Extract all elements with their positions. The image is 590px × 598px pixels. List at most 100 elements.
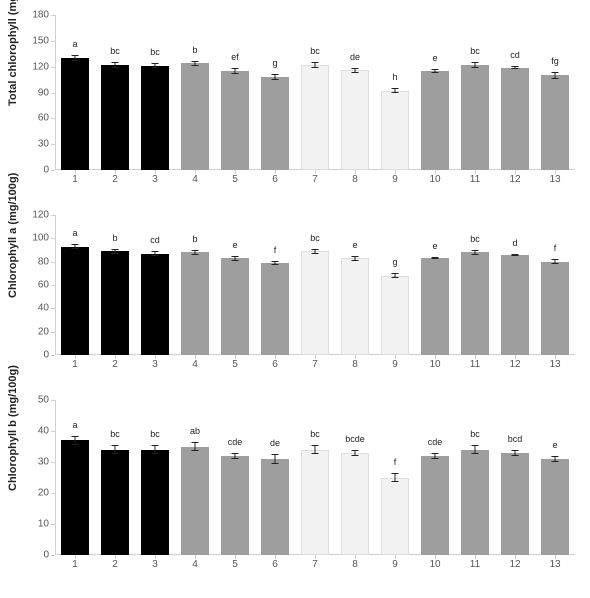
ytick: 120 [19,210,49,221]
xtick: 13 [549,174,560,185]
xtick: 6 [272,174,278,185]
bar: bc [461,450,488,555]
bar: e [421,71,448,170]
xtick: 10 [429,559,440,570]
ytick: 180 [19,10,49,21]
error-bar [474,62,475,67]
error-bar [154,445,155,454]
xtick-mark [355,355,356,359]
ytick: 100 [19,233,49,244]
bar: e [341,258,368,355]
xtick: 4 [192,174,198,185]
xtick: 3 [152,174,158,185]
bar: b [101,251,128,355]
error-bar [194,442,195,451]
bar: d [501,255,528,355]
error-bar [554,72,555,79]
ytick-mark [51,118,55,119]
bar: cde [221,456,248,555]
bar: a [61,247,88,356]
significance-label: a [72,420,77,430]
error-bar [234,68,235,73]
bar: cd [141,254,168,356]
ytick: 60 [19,280,49,291]
bar: a [61,58,88,170]
bar: fg [541,75,568,170]
xtick: 13 [549,559,560,570]
ytick-mark [51,355,55,356]
error-bar [274,454,275,463]
significance-label: h [392,72,397,82]
xtick-mark [75,170,76,174]
xtick: 10 [429,359,440,370]
bar: e [421,258,448,355]
xtick-mark [115,355,116,359]
significance-label: bcde [345,434,365,444]
ytick-mark [51,493,55,494]
xtick: 2 [112,359,118,370]
xtick: 1 [72,174,78,185]
error-bar [114,249,115,254]
bar: f [541,262,568,355]
ytick-mark [51,431,55,432]
ytick: 40 [19,426,49,437]
significance-label: de [270,438,280,448]
xtick-mark [355,170,356,174]
xtick-mark [555,170,556,174]
ytick: 40 [19,303,49,314]
error-bar [234,256,235,261]
ytick: 0 [19,350,49,361]
ytick: 90 [19,87,49,98]
xtick-mark [315,355,316,359]
ytick: 50 [19,395,49,406]
bar: bc [461,65,488,170]
error-bar [194,61,195,66]
xtick-mark [75,555,76,559]
ytick-mark [51,524,55,525]
error-bar [274,74,275,79]
xtick-mark [155,355,156,359]
error-bar [234,453,235,459]
xtick-mark [235,355,236,359]
xtick: 11 [470,174,480,185]
ytick: 0 [19,165,49,176]
ytick: 20 [19,326,49,337]
error-bar [514,450,515,456]
error-bar [394,273,395,278]
ytick-mark [51,308,55,309]
bar: bcd [501,453,528,555]
bar: e [221,258,248,355]
y-axis [55,15,56,170]
ylabel-chl_b: Chlorophyll b (mg/100g) [7,477,19,491]
significance-label: e [232,240,237,250]
bar: bc [301,251,328,355]
significance-label: e [432,53,437,63]
xtick: 5 [232,359,238,370]
xtick-mark [275,170,276,174]
significance-label: ab [190,426,200,436]
bar: b [181,252,208,355]
xtick-mark [115,170,116,174]
xtick: 1 [72,559,78,570]
error-bar [74,244,75,249]
ytick-mark [51,462,55,463]
error-bar [354,450,355,456]
xtick-mark [75,355,76,359]
error-bar [394,473,395,482]
xtick-mark [315,555,316,559]
significance-label: bc [150,429,160,439]
xtick-mark [235,170,236,174]
significance-label: b [112,233,117,243]
xtick: 9 [392,359,398,370]
error-bar [434,453,435,459]
ytick: 60 [19,113,49,124]
significance-label: de [350,52,360,62]
ytick: 10 [19,519,49,530]
significance-label: e [552,440,557,450]
plot-chl_a: 0204060801001201a2b3cd4b5e6f7bc8e9g10e11… [55,215,575,355]
ytick-mark [51,170,55,171]
error-bar [114,62,115,67]
error-bar [274,261,275,266]
plot-total: 03060901201501801a2bc3bc4b5ef6g7bc8de9h1… [55,15,575,170]
ytick-mark [51,238,55,239]
